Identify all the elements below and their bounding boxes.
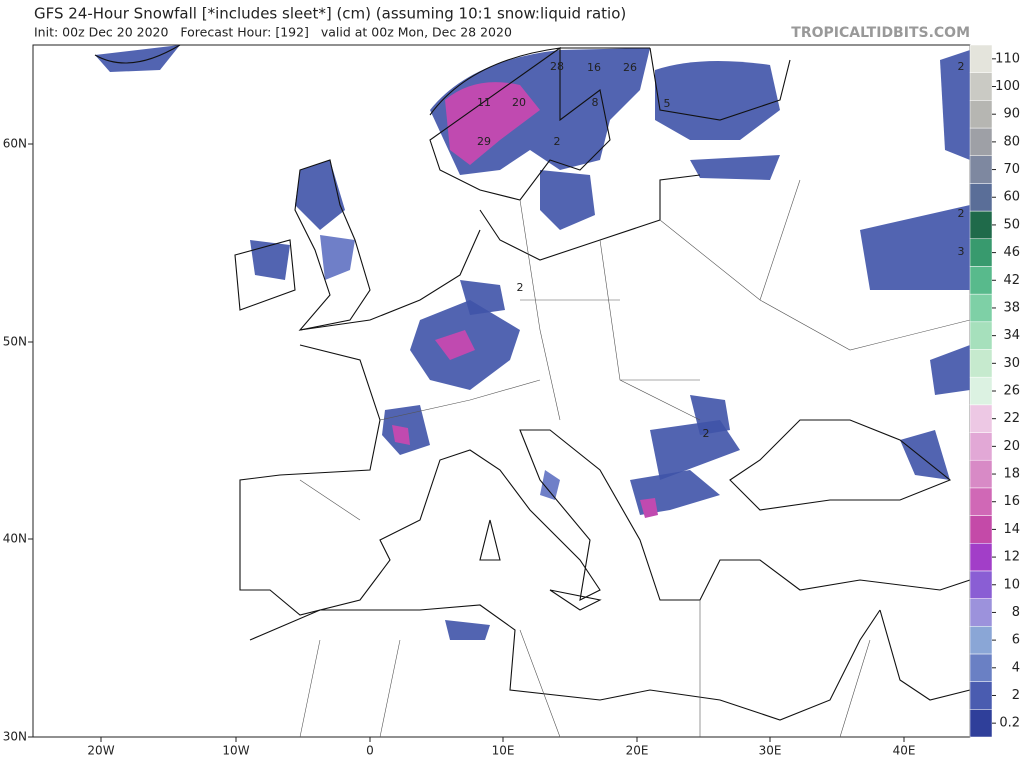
colorbar-label: 34 [1003, 328, 1020, 343]
lon-label: 20E [626, 744, 649, 758]
colorbar-swatch [969, 404, 993, 433]
colorbar-swatch [969, 44, 993, 73]
colorbar-label: 38 [1003, 300, 1020, 315]
lon-label: 30E [759, 744, 782, 758]
colorbar-swatch [969, 72, 993, 101]
colorbar-swatch [969, 681, 993, 710]
colorbar-swatch [969, 542, 993, 572]
colorbar-label: 18 [1003, 467, 1020, 482]
colorbar-swatch [969, 626, 993, 655]
amount-label: 2 [958, 207, 965, 220]
colorbar-label: 42 [1003, 273, 1020, 288]
colorbar-swatch [969, 293, 993, 323]
amount-label: 28 [550, 60, 564, 73]
colorbar: 0.22468101214161820222630343842465060708… [969, 44, 1020, 738]
amount-label: 2 [517, 281, 524, 294]
colorbar-swatch [969, 210, 993, 240]
amount-label: 2 [703, 427, 710, 440]
watermark: TROPICALTIDBITS.COM [791, 25, 970, 41]
colorbar-label: 16 [1003, 494, 1020, 509]
colorbar-label: 90 [1003, 107, 1020, 122]
colorbar-swatch [969, 653, 993, 682]
colorbar-label: 14 [1003, 522, 1020, 537]
amount-label: 3 [958, 245, 965, 258]
lon-label: 0 [366, 744, 374, 758]
amount-label: 26 [623, 61, 637, 74]
colorbar-label: 22 [1003, 411, 1020, 426]
lon-label: 10E [492, 744, 515, 758]
colorbar-label: 110 [995, 51, 1020, 66]
colorbar-swatch [969, 321, 993, 350]
title: GFS 24-Hour Snowfall [*includes sleet*] … [34, 5, 626, 23]
subtitle: Init: 00z Dec 20 2020 Forecast Hour: [19… [34, 25, 512, 40]
amount-label: 5 [664, 97, 671, 110]
colorbar-label: 8 [1012, 605, 1020, 620]
colorbar-swatch [969, 709, 993, 738]
colorbar-label: 26 [1003, 384, 1020, 399]
colorbar-label: 80 [1003, 134, 1020, 149]
lat-label: 40N [3, 532, 27, 546]
colorbar-swatch [969, 349, 993, 378]
colorbar-label: 2 [1012, 688, 1020, 703]
colorbar-swatch [969, 459, 993, 489]
amount-label: 2 [958, 60, 965, 73]
colorbar-swatch [969, 432, 993, 461]
map-area [32, 44, 971, 738]
amount-label: 8 [592, 96, 599, 109]
colorbar-swatch [969, 598, 993, 627]
lon-label: 20W [87, 744, 114, 758]
colorbar-label: 6 [1012, 633, 1020, 648]
colorbar-swatch [969, 127, 993, 156]
colorbar-swatch [969, 238, 993, 267]
lon-label: 10W [222, 744, 249, 758]
colorbar-label: 100 [995, 79, 1020, 94]
colorbar-swatch [969, 183, 993, 212]
colorbar-swatch [969, 570, 993, 599]
colorbar-label: 60 [1003, 190, 1020, 205]
amount-label: 11 [477, 96, 491, 109]
colorbar-label: 12 [1003, 550, 1020, 565]
colorbar-label: 50 [1003, 217, 1020, 232]
colorbar-label: 10 [1003, 577, 1020, 592]
colorbar-label: 46 [1003, 245, 1020, 260]
lat-label: 50N [3, 335, 27, 349]
colorbar-label: 0.2 [999, 716, 1020, 731]
lon-label: 40E [893, 744, 916, 758]
amount-label: 16 [587, 61, 601, 74]
colorbar-swatch [969, 155, 993, 184]
colorbar-label: 4 [1012, 660, 1020, 675]
colorbar-swatch [969, 266, 993, 295]
amount-label: 2 [554, 135, 561, 148]
amount-label: 29 [477, 135, 491, 148]
colorbar-swatch [969, 487, 993, 516]
borders [299, 179, 971, 738]
colorbar-swatch [969, 515, 993, 544]
colorbar-label: 30 [1003, 356, 1020, 371]
colorbar-label: 20 [1003, 439, 1020, 454]
amount-label: 20 [512, 96, 526, 109]
colorbar-swatch [969, 100, 993, 129]
lat-label: 60N [3, 137, 27, 151]
lat-label: 30N [3, 730, 27, 744]
snow-areas [95, 45, 970, 640]
colorbar-swatch [969, 376, 993, 406]
colorbar-label: 70 [1003, 162, 1020, 177]
